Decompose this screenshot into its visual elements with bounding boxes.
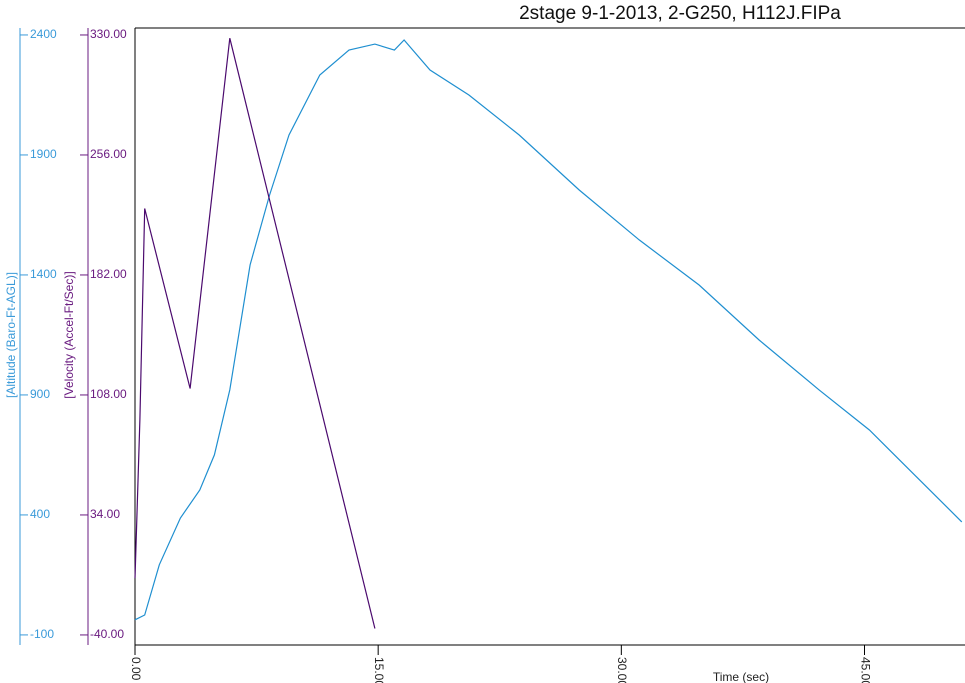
y-tick-label: -100 bbox=[30, 627, 54, 641]
chart-title: 2stage 9-1-2013, 2-G250, H112J.FIPa bbox=[519, 3, 841, 24]
x-tick-label: 30.00 bbox=[615, 657, 629, 683]
y-tick-label: 400 bbox=[30, 507, 50, 521]
y2-tick-label: 330.00 bbox=[90, 27, 127, 41]
x-axis-label: Time (sec) bbox=[713, 670, 769, 683]
y-tick-label: 1900 bbox=[30, 147, 57, 161]
y2-tick-label: 182.00 bbox=[90, 267, 127, 281]
data-line bbox=[134, 39, 963, 621]
y2-tick-label: -40.00 bbox=[90, 627, 124, 641]
y2-tick-label: 34.00 bbox=[90, 507, 120, 521]
x-tick-label: 15.00 bbox=[372, 657, 386, 683]
x-tick-label: 0.00 bbox=[129, 657, 143, 681]
y-tick-label: 1400 bbox=[30, 267, 57, 281]
y2-tick-label: 108.00 bbox=[90, 387, 127, 401]
y2-axis-label: [Velocity (Accel-Ft/Sec)] bbox=[62, 271, 76, 398]
y-axis-label: [Altitude (Baro-Ft-AGL)] bbox=[4, 272, 18, 398]
y-tick-label: 2400 bbox=[30, 27, 57, 41]
y2-tick-label: 256.00 bbox=[90, 147, 127, 161]
y-tick-label: 900 bbox=[30, 387, 50, 401]
x-tick-label: 45.00 bbox=[858, 657, 872, 683]
data-line bbox=[134, 38, 376, 629]
